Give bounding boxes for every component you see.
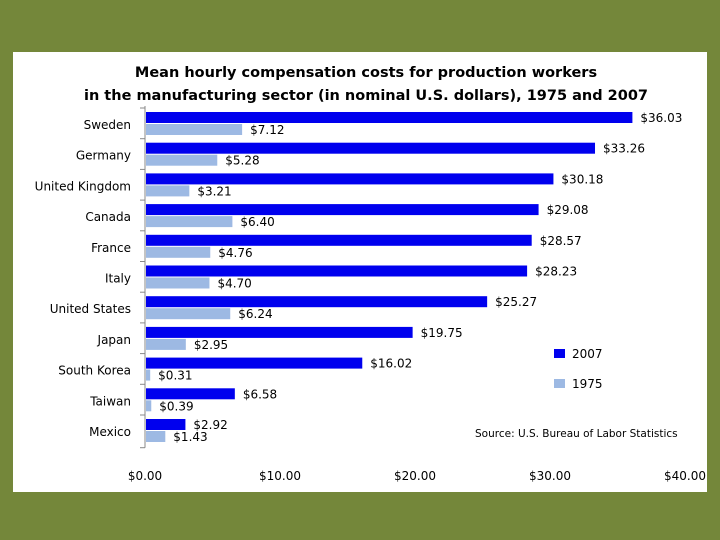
category-label-italy: Italy [105, 272, 131, 286]
bar-1975-italy [146, 277, 210, 289]
category-label-sweden: Sweden [84, 118, 131, 132]
category-label-taiwan: Taiwan [89, 394, 131, 408]
value-label-1975-canada: $6.40 [240, 215, 274, 229]
value-label-2007-canada: $29.08 [547, 203, 589, 217]
x-tick-label-0: $0.00 [128, 469, 162, 483]
bar-2007-france [146, 234, 532, 246]
value-label-2007-taiwan: $6.58 [243, 387, 277, 401]
value-label-2007-france: $28.57 [540, 234, 582, 248]
bar-1975-japan [146, 338, 186, 350]
legend-label-1975: 1975 [572, 377, 603, 391]
value-label-1975-france: $4.76 [218, 246, 252, 260]
legend: 2007 1975 [554, 347, 603, 391]
bar-1975-sweden [146, 124, 243, 135]
bar-1975-taiwan [146, 400, 152, 412]
category-label-canada: Canada [85, 210, 131, 224]
value-label-1975-japan: $2.95 [194, 338, 228, 352]
bar-chart: Mean hourly compensation costs for produ… [35, 65, 706, 483]
legend-swatch-2007 [554, 349, 565, 358]
slide-panel: Mean hourly compensation costs for produ… [13, 52, 707, 492]
category-label-japan: Japan [97, 333, 131, 347]
value-label-2007-germany: $33.26 [603, 142, 645, 156]
value-label-2007-italy: $28.23 [535, 265, 577, 279]
bar-1975-south-korea [146, 369, 151, 381]
value-label-1975-italy: $4.70 [217, 277, 251, 291]
value-label-1975-south-korea: $0.31 [158, 369, 192, 383]
x-tick-label-4: $40.00 [664, 469, 706, 483]
bar-2007-germany [146, 142, 596, 154]
x-tick-label-3: $30.00 [529, 469, 571, 483]
value-label-2007-united-states: $25.27 [495, 295, 537, 309]
bar-1975-germany [146, 154, 218, 166]
bar-2007-south-korea [146, 357, 363, 369]
value-label-2007-sweden: $36.03 [640, 111, 682, 125]
bar-2007-mexico [146, 419, 186, 430]
category-label-germany: Germany [76, 149, 131, 163]
bar-2007-sweden [146, 112, 633, 123]
bar-2007-united-kingdom [146, 173, 554, 185]
source-note: Source: U.S. Bureau of Labor Statistics [475, 428, 678, 440]
bar-2007-canada [146, 204, 539, 216]
chart-title-line-1: Mean hourly compensation costs for produ… [135, 65, 597, 81]
bar-2007-italy [146, 265, 528, 277]
bar-1975-canada [146, 216, 233, 228]
value-label-2007-japan: $19.75 [421, 326, 463, 340]
bar-2007-japan [146, 326, 413, 338]
category-label-united-kingdom: United Kingdom [35, 179, 131, 193]
category-label-united-states: United States [50, 302, 131, 316]
legend-label-2007: 2007 [572, 347, 603, 361]
bar-1975-united-kingdom [146, 185, 190, 197]
value-label-1975-sweden: $7.12 [250, 123, 284, 137]
value-label-2007-south-korea: $16.02 [370, 357, 412, 371]
value-label-1975-united-states: $6.24 [238, 307, 272, 321]
bar-1975-united-states [146, 308, 231, 320]
plot-area: Sweden $36.03 $7.12 Germany $33.26 $5.28 Unite… [35, 106, 706, 483]
category-label-mexico: Mexico [89, 425, 131, 439]
bar-1975-mexico [146, 431, 166, 442]
category-label-france: France [91, 241, 131, 255]
value-label-2007-united-kingdom: $30.18 [561, 172, 603, 186]
bar-1975-france [146, 246, 211, 258]
x-tick-label-2: $20.00 [394, 469, 436, 483]
bar-2007-united-states [146, 296, 488, 308]
legend-swatch-1975 [554, 379, 565, 388]
value-label-1975-mexico: $1.43 [173, 430, 207, 444]
value-label-1975-united-kingdom: $3.21 [197, 184, 231, 198]
x-tick-label-1: $10.00 [259, 469, 301, 483]
value-label-1975-germany: $5.28 [225, 154, 259, 168]
value-label-2007-mexico: $2.92 [193, 418, 227, 432]
value-label-1975-taiwan: $0.39 [159, 399, 193, 413]
chart-title-line-2: in the manufacturing sector (in nominal … [84, 88, 648, 104]
bar-2007-taiwan [146, 388, 235, 400]
category-label-south-korea: South Korea [58, 364, 131, 378]
